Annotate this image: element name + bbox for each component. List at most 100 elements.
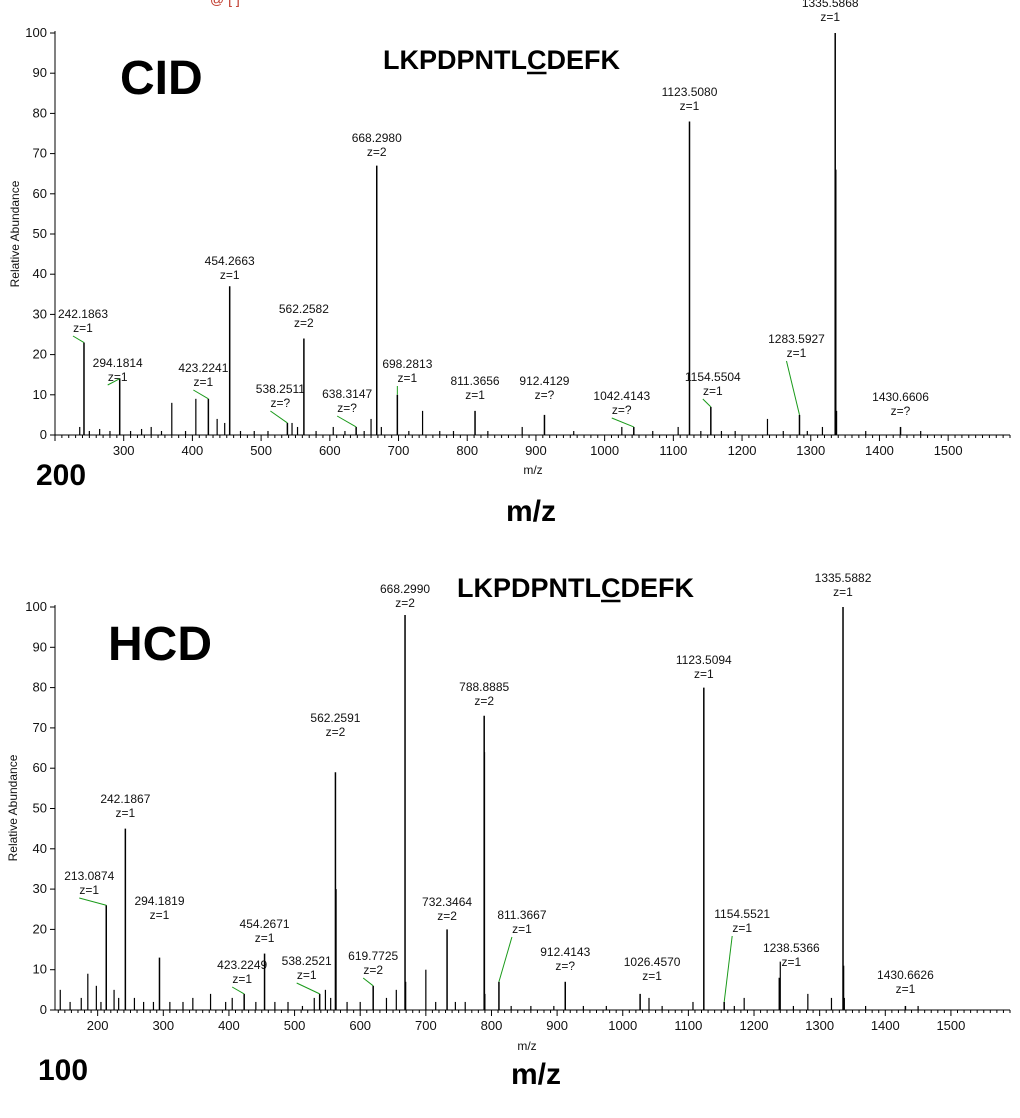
- spectrum-panel-bottom: 0 10 20 30 40 50 60 70 80 90 100 200 300 400 500 600 700…: [6, 571, 1011, 1091]
- peak-mz-label: 294.1814: [93, 356, 143, 370]
- peak-charge-label: z=1: [220, 268, 240, 282]
- peak-charge-label: z=1: [732, 921, 752, 935]
- y-axis-label: Relative Abundance: [8, 180, 22, 287]
- peak-charge-label: z=?: [612, 403, 632, 417]
- peak-charge-label: z=1: [642, 969, 662, 983]
- peptide-sequence: LKPDPNTLCDEFK: [383, 45, 620, 75]
- peak-mz-label: 242.1867: [100, 792, 150, 806]
- y-tick-label: 40: [33, 841, 47, 856]
- x-tick-label: 1500: [936, 1018, 965, 1033]
- y-tick-label: 60: [33, 760, 47, 775]
- peak-mz-label: 1123.5080: [662, 85, 718, 99]
- peak-mz-label: 619.7725: [348, 949, 398, 963]
- peak-mz-label: 294.1819: [134, 894, 184, 908]
- peak-mz-label: 732.3464: [422, 895, 472, 909]
- y-tick-label: 100: [25, 599, 47, 614]
- peak-charge-label: z=2: [294, 316, 314, 330]
- x-tick-label: 700: [388, 443, 410, 458]
- y-axis-label: Relative Abundance: [6, 754, 20, 861]
- y-tick-label: 40: [33, 266, 47, 281]
- peak-charge-label: z=?: [555, 959, 575, 973]
- y-tick-label: 70: [33, 720, 47, 735]
- label-leader-line: [362, 977, 374, 987]
- peak-mz-label: 668.2990: [380, 582, 430, 596]
- peak-charge-label: z=1: [150, 908, 170, 922]
- x-tick-label: 900: [546, 1018, 568, 1033]
- x-tick-label: 400: [218, 1018, 240, 1033]
- peak-charge-label: z=1: [896, 982, 916, 996]
- peak-mz-label: 538.2511: [256, 382, 305, 396]
- peak-mz-label: 1042.4143: [593, 389, 650, 403]
- peak-charge-label: z=2: [474, 694, 494, 708]
- method-label: CID: [120, 52, 203, 105]
- label-leader-line: [270, 410, 288, 424]
- label-leader-line: [702, 398, 712, 408]
- peak-mz-label: 638.3147: [322, 387, 372, 401]
- x-tick-label: 700: [415, 1018, 437, 1033]
- y-tick-label: 80: [33, 680, 47, 695]
- peak-mz-label: 912.4143: [540, 945, 590, 959]
- y-tick-label: 10: [33, 387, 47, 402]
- peak-mz-label: 1026.4570: [624, 955, 681, 969]
- peak-mz-label: 788.8885: [459, 680, 509, 694]
- peak-charge-label: z=1: [694, 667, 714, 681]
- peak-charge-label: z=1: [79, 883, 99, 897]
- peak-mz-label: 1335.5868: [802, 0, 859, 10]
- label-leader-line: [193, 389, 209, 400]
- label-leader-line: [785, 360, 800, 416]
- y-tick-label: 100: [25, 25, 47, 40]
- y-tick-label: 0: [40, 427, 47, 442]
- x-tick-label: 1200: [740, 1018, 769, 1033]
- corner-number-label: 200: [36, 459, 86, 492]
- peak-mz-label: 1430.6626: [877, 968, 934, 982]
- peak-mz-label: 1123.5094: [676, 653, 732, 667]
- x-tick-label: 600: [349, 1018, 371, 1033]
- label-leader-line: [107, 378, 120, 386]
- mz-large-label: m/z: [506, 495, 556, 528]
- peak-mz-label: 423.2241: [178, 361, 228, 375]
- label-leader-line: [498, 936, 513, 982]
- x-tick-label: 500: [250, 443, 272, 458]
- x-tick-label: 200: [87, 1018, 109, 1033]
- peak-charge-label: z=1: [194, 375, 214, 389]
- x-tick-label: 1100: [674, 1018, 702, 1033]
- peak-charge-label: z=?: [271, 396, 291, 410]
- peak-mz-label: 1283.5927: [768, 332, 825, 346]
- x-tick-label: 1000: [608, 1018, 637, 1033]
- x-tick-label: 500: [284, 1018, 306, 1033]
- y-tick-label: 60: [33, 186, 47, 201]
- peak-mz-label: 668.2980: [352, 131, 402, 145]
- peak-charge-label: z=1: [512, 922, 532, 936]
- x-tick-label: 1300: [796, 443, 825, 458]
- peak-mz-label: 562.2582: [279, 302, 329, 316]
- y-tick-label: 80: [33, 105, 47, 120]
- peak-charge-label: z=?: [891, 404, 911, 418]
- x-tick-label: 1500: [934, 443, 963, 458]
- peak-mz-label: 912.4129: [519, 374, 569, 388]
- y-tick-label: 90: [33, 65, 47, 80]
- peak-charge-label: z=1: [297, 968, 317, 982]
- x-axis-label: m/z: [517, 1039, 536, 1053]
- x-tick-label: 400: [182, 443, 204, 458]
- y-tick-label: 0: [40, 1002, 47, 1017]
- peak-charge-label: z=1: [703, 384, 723, 398]
- x-tick-label: 1000: [590, 443, 619, 458]
- peak-charge-label: z=1: [820, 10, 840, 24]
- peak-charge-label: z=?: [535, 388, 555, 402]
- x-tick-label: 1300: [805, 1018, 834, 1033]
- peak-charge-label: z=1: [398, 371, 418, 385]
- peak-mz-label: 1430.6606: [872, 390, 929, 404]
- peak-charge-label: z=1: [116, 806, 136, 820]
- peak-mz-label: 538.2521: [282, 954, 332, 968]
- peak-mz-label: 242.1863: [58, 307, 108, 321]
- peak-mz-label: 1335.5882: [815, 571, 872, 585]
- peak-charge-label: z=1: [787, 346, 807, 360]
- x-tick-label: 600: [319, 443, 341, 458]
- peak-mz-label: 1154.5504: [685, 370, 741, 384]
- peak-mz-label: 1238.5366: [763, 941, 820, 955]
- peak-mz-label: 454.2663: [205, 254, 255, 268]
- peak-charge-label: z=1: [255, 931, 275, 945]
- x-tick-label: 300: [113, 443, 135, 458]
- peak-charge-label: z=2: [326, 725, 346, 739]
